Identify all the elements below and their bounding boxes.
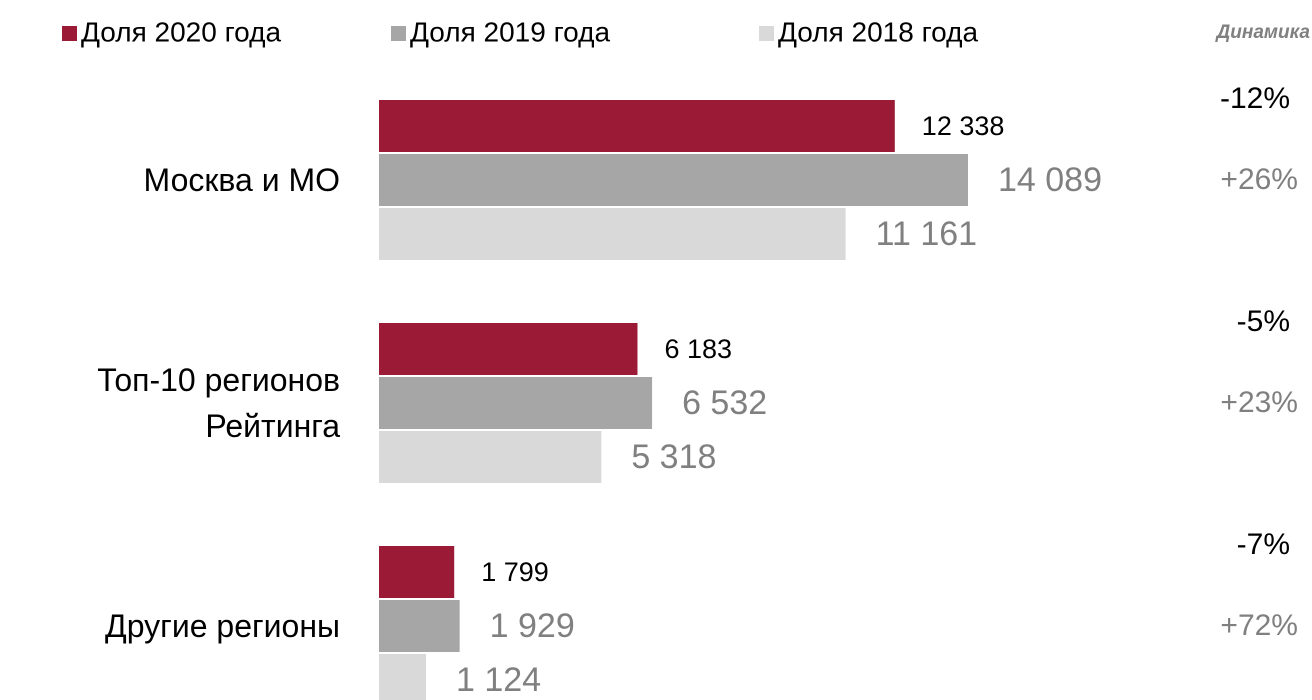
dynamics-value: -5% [1237,305,1290,338]
bar [379,600,460,652]
legend-swatch [759,26,774,41]
value-label: 12 338 [922,111,1005,141]
bar [379,323,638,375]
dynamics-value: +72% [1220,609,1298,642]
value-label: 6 532 [682,384,767,422]
bar [379,208,846,260]
value-label: 14 089 [998,161,1102,199]
bar [379,546,455,598]
bar [379,154,968,206]
bar [379,377,653,429]
bar [379,654,426,700]
legend-swatch [391,26,406,41]
category-label: Топ-10 регионов Рейтинга [97,362,340,444]
bar [379,100,895,152]
dynamics-value: -12% [1220,82,1290,115]
category-label: Другие регионы [105,608,340,644]
value-label: 11 161 [876,215,977,253]
bar [379,431,602,483]
dynamics-value: +26% [1220,163,1298,196]
legend-label: Доля 2018 года [778,16,978,47]
dynamics-title: Динамика [1215,22,1311,43]
value-label: 1 799 [481,557,549,587]
legend-swatch [62,26,77,41]
dynamics-value: -7% [1237,528,1290,561]
legend-label: Доля 2020 года [81,16,281,47]
dynamics-value: +23% [1220,386,1298,419]
value-label: 1 929 [490,607,575,645]
legend-label: Доля 2019 года [410,16,610,47]
category-label: Москва и МО [143,162,340,198]
value-label: 5 318 [631,438,716,476]
value-label: 1 124 [456,661,541,699]
value-label: 6 183 [664,334,732,364]
